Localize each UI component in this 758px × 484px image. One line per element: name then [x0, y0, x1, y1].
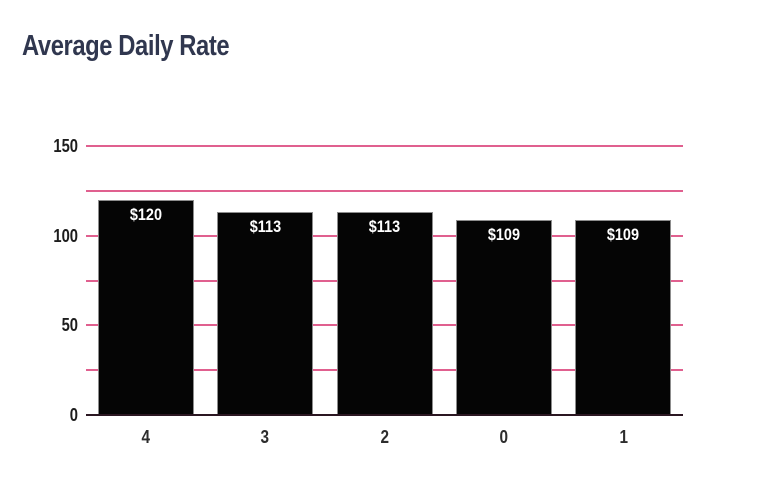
- y-tick-label-100: 100: [53, 225, 78, 246]
- bar-category-0: $109: [455, 220, 552, 415]
- bar-value-label: $109: [607, 225, 640, 244]
- x-tick-label-2: 2: [380, 427, 389, 447]
- bar-value-label: $109: [487, 225, 520, 244]
- y-tick-label-150: 150: [53, 136, 78, 156]
- plot-area: $120 $113 $113 $109 $109: [86, 145, 683, 416]
- bar-category-4: $120: [97, 200, 194, 415]
- y-tick-label-0: 0: [69, 405, 78, 425]
- x-axis-line: [86, 414, 683, 416]
- bar-value-label: $120: [129, 205, 162, 224]
- x-tick-label-1: 1: [619, 427, 628, 447]
- x-tick-label-0: 0: [499, 427, 509, 447]
- bar-category-3: $113: [217, 212, 314, 415]
- bar-value-label: $113: [368, 217, 401, 236]
- bar-category-1: $109: [575, 220, 672, 415]
- chart-title: Average Daily Rate: [22, 30, 230, 62]
- gridline-y-150: [86, 145, 683, 147]
- bar-category-2: $113: [336, 212, 433, 415]
- y-tick-label-50: 50: [61, 315, 78, 336]
- bar-value-label: $113: [249, 217, 281, 236]
- x-tick-label-4: 4: [141, 427, 150, 447]
- x-tick-label-3: 3: [260, 427, 270, 447]
- gridline-y-125: [86, 189, 683, 192]
